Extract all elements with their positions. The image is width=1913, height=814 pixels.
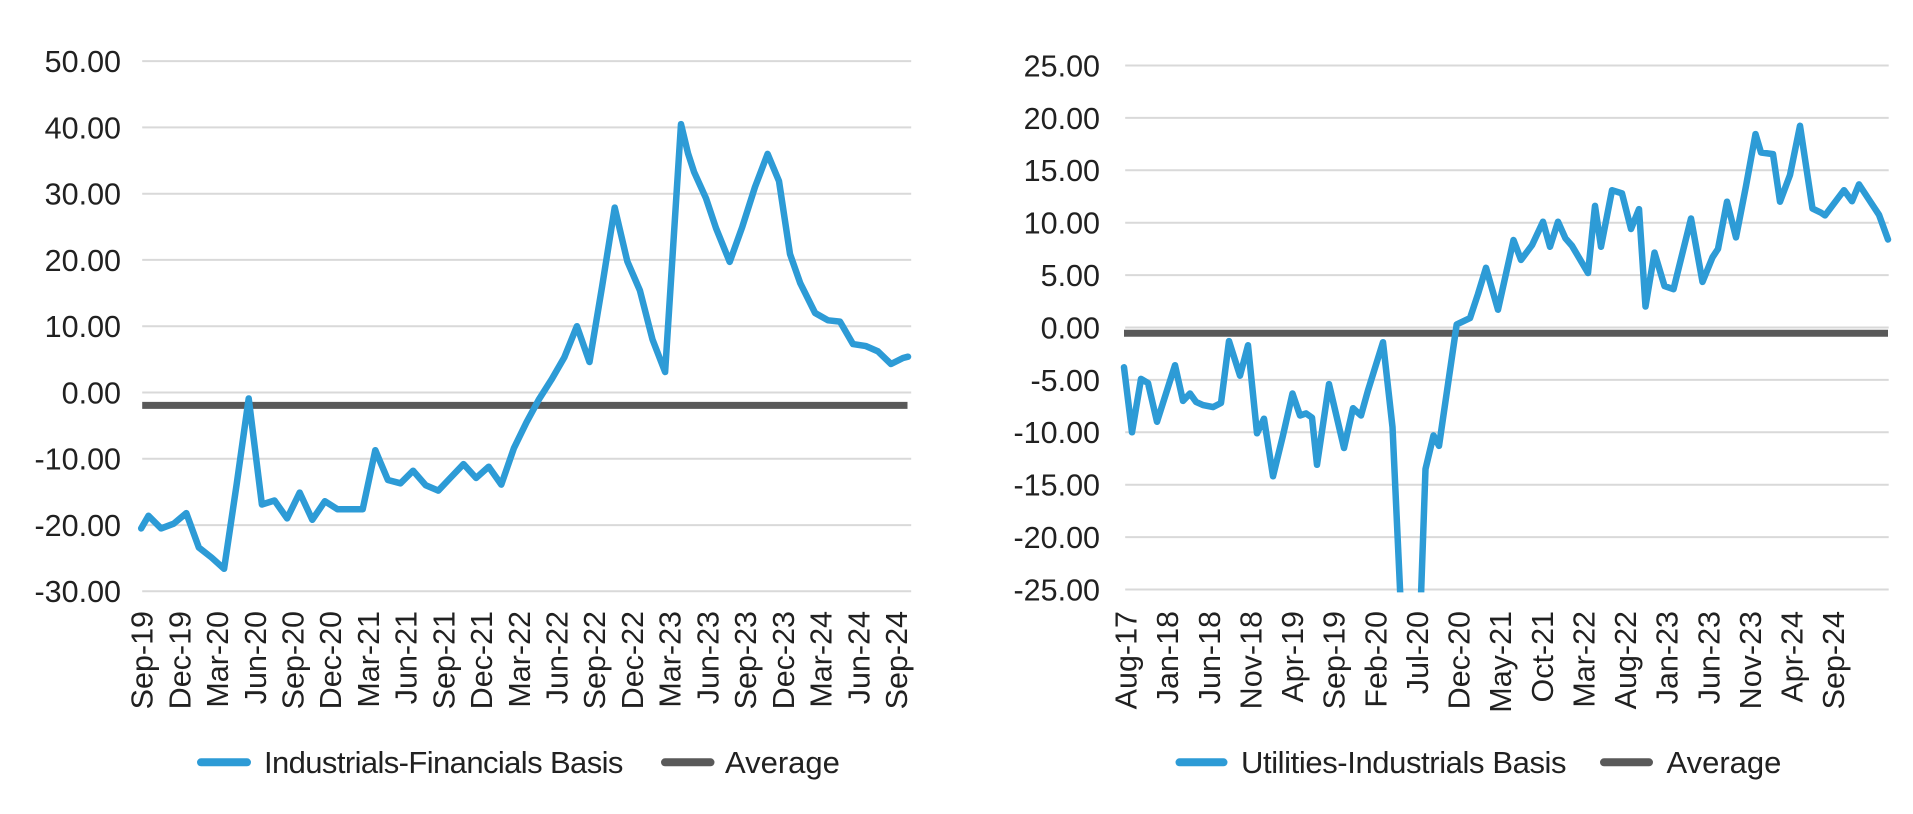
svg-text:Aug-22: Aug-22	[1609, 611, 1643, 709]
svg-text:25.00: 25.00	[1024, 49, 1100, 83]
svg-text:10.00: 10.00	[1024, 207, 1100, 241]
svg-text:Nov-18: Nov-18	[1235, 611, 1269, 709]
svg-text:Feb-20: Feb-20	[1359, 611, 1393, 708]
svg-text:Dec-21: Dec-21	[465, 611, 499, 709]
svg-text:Nov-23: Nov-23	[1734, 611, 1768, 709]
svg-text:Sep-24: Sep-24	[1817, 611, 1851, 709]
svg-text:Sep-23: Sep-23	[729, 611, 763, 709]
svg-text:Jun-24: Jun-24	[842, 611, 876, 704]
svg-text:Sep-19: Sep-19	[126, 611, 160, 709]
svg-text:Dec-20: Dec-20	[314, 611, 348, 709]
svg-text:Jan-23: Jan-23	[1651, 611, 1685, 704]
svg-text:Aug-17: Aug-17	[1110, 611, 1144, 709]
svg-text:Sep-24: Sep-24	[880, 611, 914, 709]
svg-text:Jun-21: Jun-21	[390, 611, 424, 704]
svg-text:Jan-18: Jan-18	[1151, 611, 1185, 704]
svg-text:Jun-18: Jun-18	[1193, 611, 1227, 704]
svg-text:Mar-22: Mar-22	[503, 611, 537, 708]
svg-text:Utilities-Industrials Basis: Utilities-Industrials Basis	[1241, 745, 1566, 780]
svg-text:Dec-19: Dec-19	[163, 611, 197, 709]
svg-text:Oct-21: Oct-21	[1526, 611, 1560, 703]
svg-text:-10.00: -10.00	[1014, 416, 1100, 450]
svg-text:-20.00: -20.00	[35, 509, 121, 543]
svg-text:-25.00: -25.00	[1014, 573, 1100, 607]
svg-text:Dec-22: Dec-22	[616, 611, 650, 709]
svg-text:Jun-22: Jun-22	[541, 611, 575, 704]
svg-text:Sep-21: Sep-21	[427, 611, 461, 709]
svg-text:Industrials-Financials Basis: Industrials-Financials Basis	[264, 745, 623, 780]
svg-text:30.00: 30.00	[45, 178, 121, 212]
svg-text:Dec-20: Dec-20	[1443, 611, 1477, 709]
svg-text:20.00: 20.00	[45, 244, 121, 278]
svg-text:-5.00: -5.00	[1030, 364, 1100, 398]
svg-text:Jun-20: Jun-20	[239, 611, 273, 704]
svg-text:0.00: 0.00	[1041, 311, 1100, 345]
svg-text:Sep-19: Sep-19	[1318, 611, 1352, 709]
svg-text:-30.00: -30.00	[35, 575, 121, 609]
svg-text:Sep-20: Sep-20	[277, 611, 311, 709]
svg-text:Mar-23: Mar-23	[654, 611, 688, 708]
svg-text:5.00: 5.00	[1041, 259, 1100, 293]
svg-text:Jun-23: Jun-23	[691, 611, 725, 704]
svg-text:50.00: 50.00	[45, 45, 121, 79]
svg-text:May-21: May-21	[1484, 611, 1518, 713]
svg-text:20.00: 20.00	[1024, 102, 1100, 136]
svg-text:Jul-20: Jul-20	[1401, 611, 1435, 694]
svg-text:40.00: 40.00	[45, 111, 121, 145]
svg-text:-15.00: -15.00	[1014, 469, 1100, 503]
svg-text:Mar-24: Mar-24	[805, 611, 839, 708]
svg-text:Sep-22: Sep-22	[578, 611, 612, 709]
svg-text:Apr-19: Apr-19	[1276, 611, 1310, 703]
svg-text:0.00: 0.00	[62, 376, 121, 410]
svg-text:10.00: 10.00	[45, 310, 121, 344]
svg-text:Mar-20: Mar-20	[201, 611, 235, 708]
svg-text:Dec-23: Dec-23	[767, 611, 801, 709]
svg-text:Apr-24: Apr-24	[1776, 611, 1810, 703]
svg-text:-20.00: -20.00	[1014, 521, 1100, 555]
svg-text:Average: Average	[725, 745, 840, 780]
svg-text:15.00: 15.00	[1024, 154, 1100, 188]
svg-text:Mar-21: Mar-21	[352, 611, 386, 708]
svg-text:Average: Average	[1667, 745, 1782, 780]
svg-text:Jun-23: Jun-23	[1692, 611, 1726, 704]
svg-text:-10.00: -10.00	[35, 443, 121, 477]
svg-text:Mar-22: Mar-22	[1567, 611, 1601, 708]
